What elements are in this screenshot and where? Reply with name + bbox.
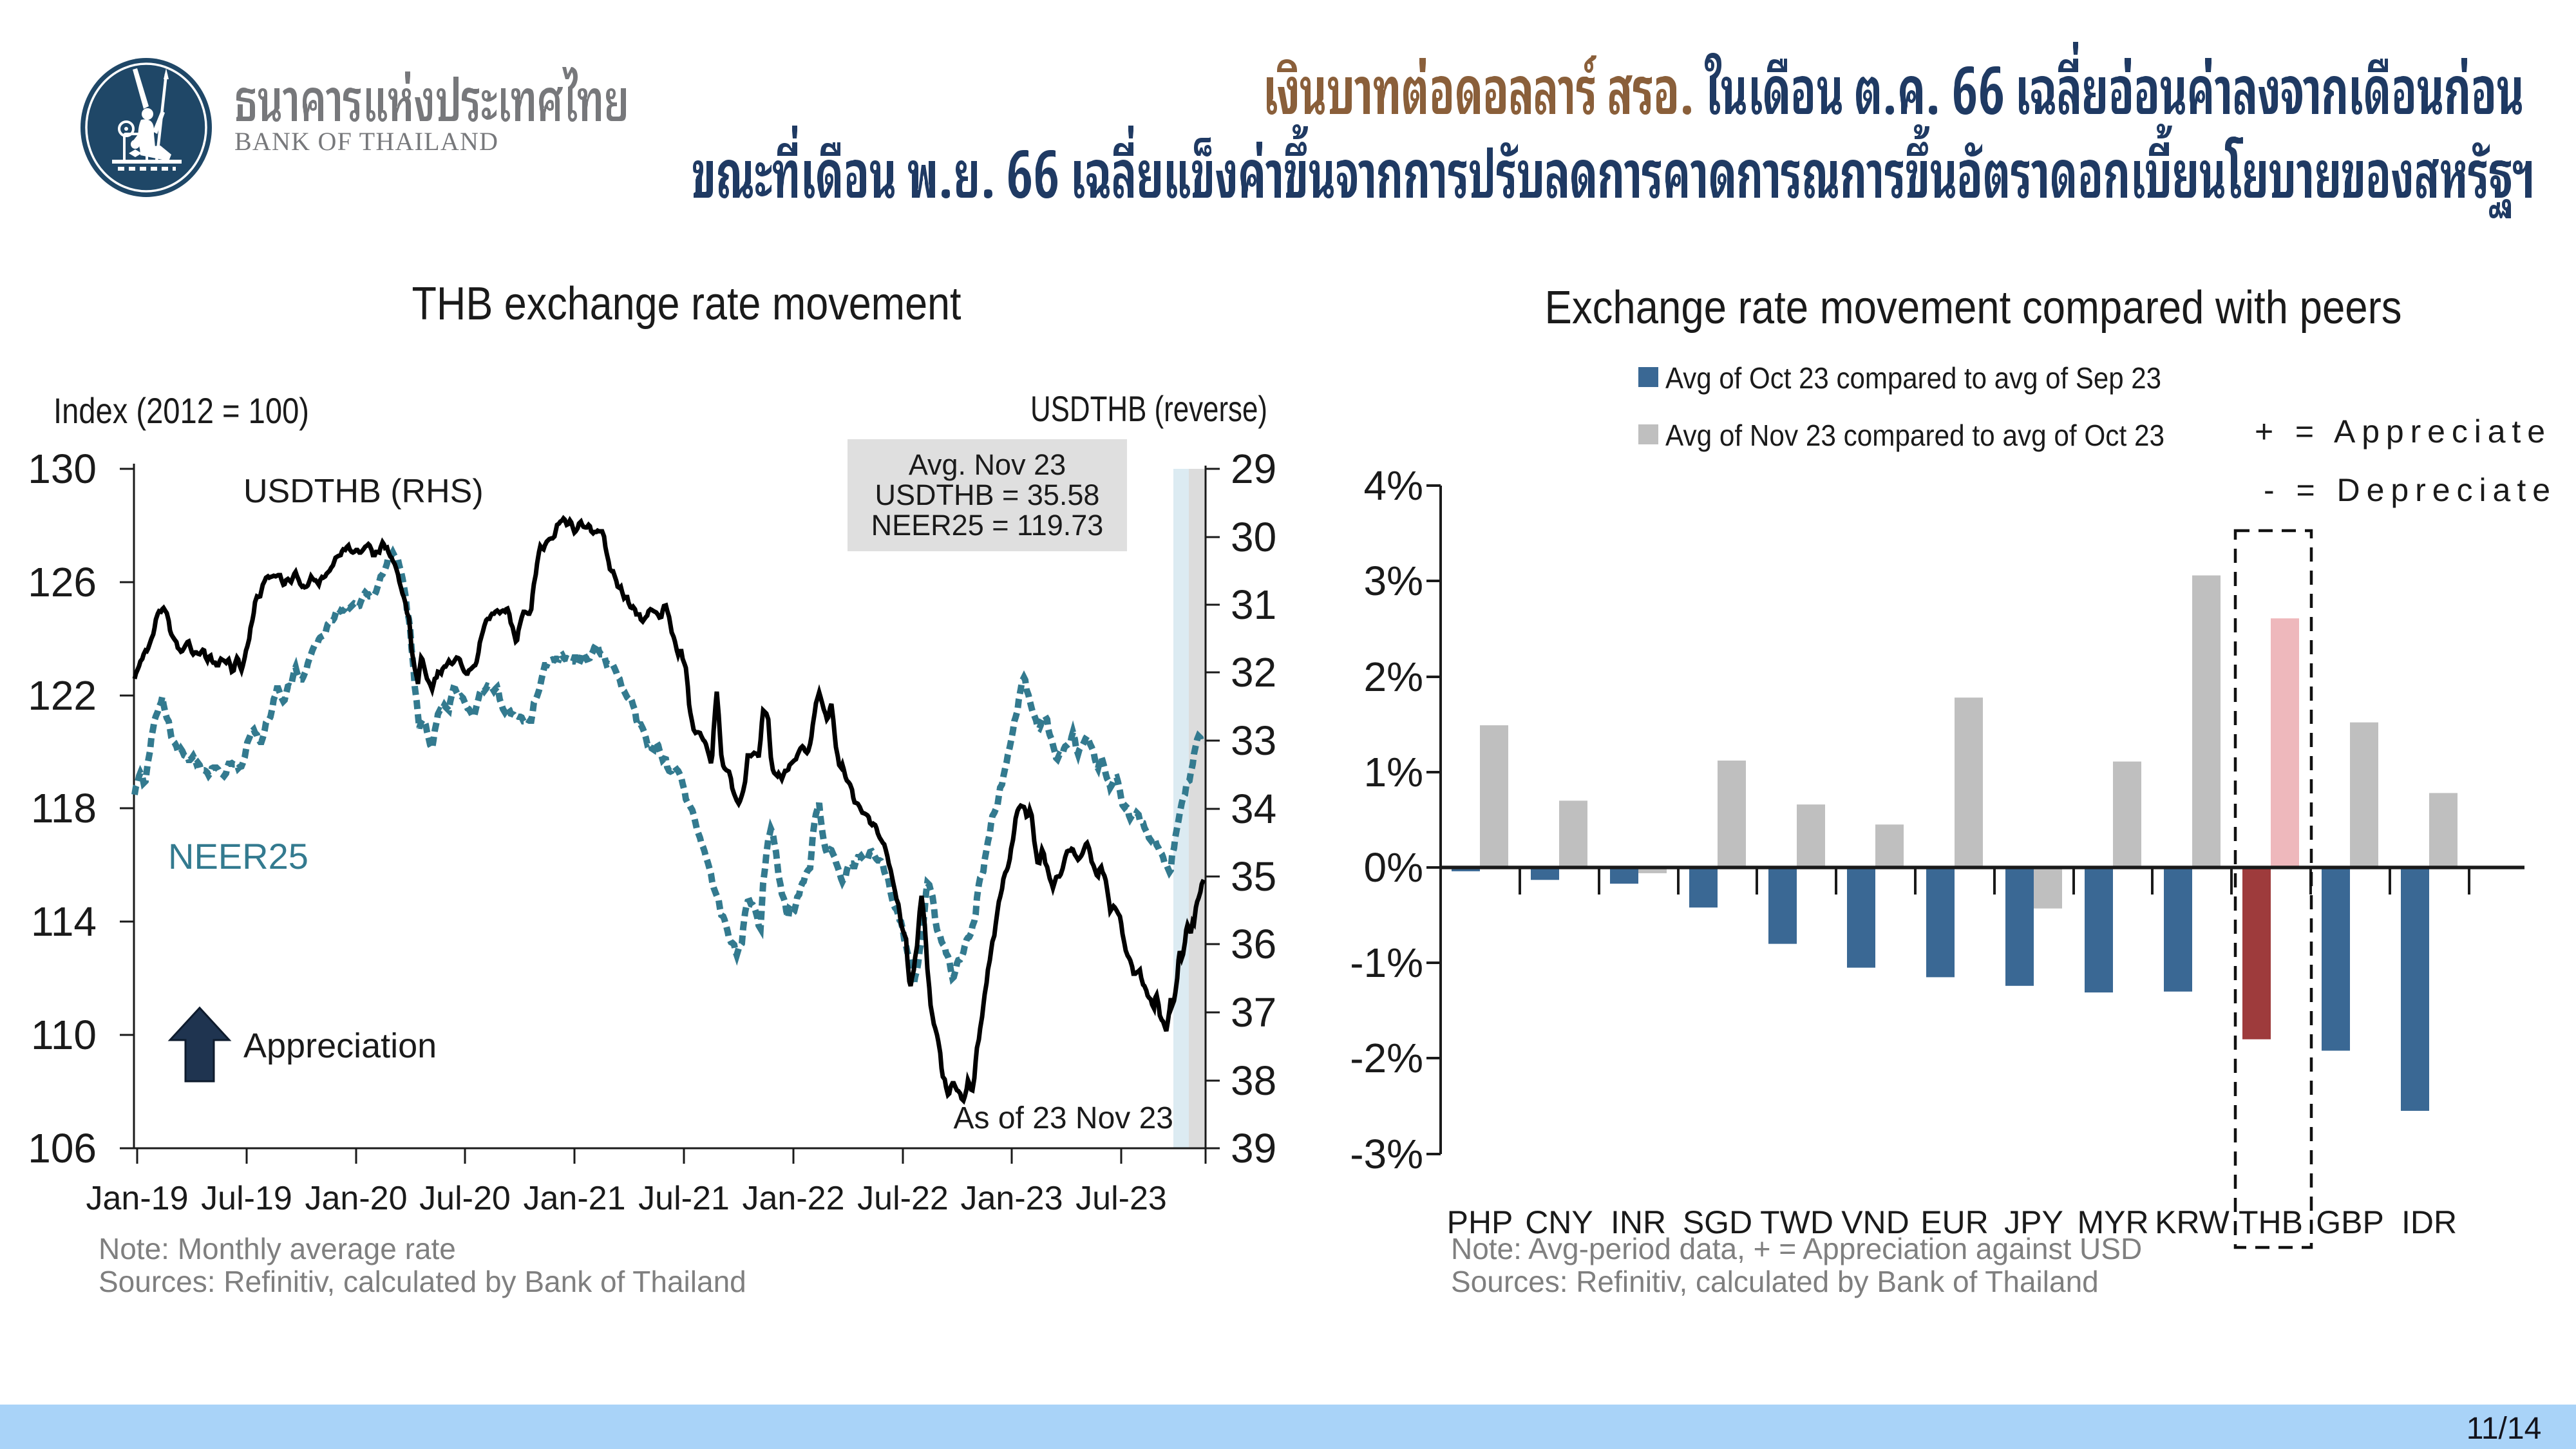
svg-text:INR: INR [1611, 1204, 1666, 1240]
svg-text:29: 29 [1231, 446, 1276, 492]
svg-text:Note: Monthly average rate: Note: Monthly average rate [99, 1232, 456, 1265]
svg-text:VND: VND [1841, 1204, 1909, 1240]
svg-text:NEER25 = 119.73: NEER25 = 119.73 [871, 509, 1104, 542]
svg-text:TWD: TWD [1760, 1204, 1833, 1240]
svg-text:THB: THB [2239, 1204, 2303, 1240]
svg-text:2%: 2% [1364, 654, 1424, 700]
svg-text:Jan-19: Jan-19 [86, 1180, 189, 1217]
svg-text:Jan-22: Jan-22 [743, 1180, 845, 1217]
svg-text:130: 130 [28, 446, 97, 492]
svg-text:0%: 0% [1364, 844, 1424, 891]
svg-text:35: 35 [1231, 853, 1276, 900]
svg-text:36: 36 [1231, 921, 1276, 967]
svg-text:118: 118 [31, 785, 97, 831]
svg-text:Jul-23: Jul-23 [1075, 1180, 1167, 1217]
svg-text:Jan-20: Jan-20 [305, 1180, 408, 1217]
svg-text:126: 126 [28, 559, 97, 605]
svg-text:37: 37 [1231, 989, 1276, 1036]
svg-text:Jan-23: Jan-23 [961, 1180, 1063, 1217]
svg-text:110: 110 [31, 1012, 97, 1058]
svg-text:122: 122 [28, 672, 97, 719]
svg-text:- = Depreciate: - = Depreciate [2264, 472, 2550, 508]
svg-text:Jul-21: Jul-21 [638, 1180, 730, 1217]
svg-text:USDTHB (reverse): USDTHB (reverse) [1030, 388, 1267, 429]
svg-text:Note: Avg-period data, + = App: Note: Avg-period data, + = Appreciation … [1451, 1232, 2142, 1265]
svg-text:NEER25: NEER25 [168, 836, 308, 876]
svg-text:EUR: EUR [1920, 1204, 1989, 1240]
svg-text:IDR: IDR [2401, 1204, 2457, 1240]
svg-text:34: 34 [1231, 786, 1276, 832]
svg-text:1%: 1% [1364, 749, 1424, 795]
svg-text:106: 106 [28, 1125, 97, 1171]
svg-text:Sources: Refinitiv, calculated: Sources: Refinitiv, calculated by Bank o… [1451, 1265, 2099, 1298]
svg-text:Jul-20: Jul-20 [419, 1180, 511, 1217]
svg-text:PHP: PHP [1447, 1204, 1513, 1240]
svg-text:11/14: 11/14 [2467, 1412, 2542, 1446]
svg-text:Sources: Refinitiv, calculated: Sources: Refinitiv, calculated by Bank o… [99, 1265, 746, 1298]
svg-text:MYR: MYR [2077, 1204, 2148, 1240]
svg-text:3%: 3% [1364, 558, 1424, 604]
svg-text:114: 114 [31, 898, 97, 945]
svg-text:THB exchange rate movement: THB exchange rate movement [412, 278, 961, 330]
svg-text:-1%: -1% [1350, 940, 1423, 986]
svg-text:Avg of Nov 23 compared to avg: Avg of Nov 23 compared to avg of Oct 23 [1665, 419, 2164, 452]
svg-text:30: 30 [1231, 514, 1276, 560]
svg-text:31: 31 [1231, 582, 1276, 628]
svg-text:4%: 4% [1364, 462, 1424, 509]
svg-text:38: 38 [1231, 1057, 1276, 1104]
svg-text:CNY: CNY [1525, 1204, 1593, 1240]
svg-text:USDTHB = 35.58: USDTHB = 35.58 [875, 478, 1100, 511]
svg-text:Exchange rate movement compare: Exchange rate movement compared with pee… [1545, 282, 2402, 334]
svg-text:33: 33 [1231, 717, 1276, 764]
svg-text:39: 39 [1231, 1125, 1276, 1171]
svg-text:Avg. Nov 23: Avg. Nov 23 [909, 448, 1066, 481]
svg-text:Jul-19: Jul-19 [201, 1180, 292, 1217]
svg-text:Jan-21: Jan-21 [524, 1180, 626, 1217]
svg-text:JPY: JPY [2004, 1204, 2063, 1240]
svg-text:Avg of Oct 23 compared to avg: Avg of Oct 23 compared to avg of Sep 23 [1665, 361, 2161, 395]
svg-text:USDTHB (RHS): USDTHB (RHS) [243, 473, 484, 510]
svg-text:Appreciation: Appreciation [243, 1027, 437, 1065]
svg-text:KRW: KRW [2155, 1204, 2230, 1240]
svg-text:-2%: -2% [1350, 1035, 1423, 1081]
svg-text:32: 32 [1231, 649, 1276, 696]
svg-text:SGD: SGD [1683, 1204, 1752, 1240]
svg-text:Index (2012 = 100): Index (2012 = 100) [53, 390, 309, 431]
svg-text:As of 23 Nov 23: As of 23 Nov 23 [953, 1101, 1173, 1135]
svg-text:Jul-22: Jul-22 [857, 1180, 949, 1217]
svg-text:GBP: GBP [2316, 1204, 2384, 1240]
svg-text:+ = Appreciate: + = Appreciate [2255, 413, 2545, 450]
svg-text:BANK OF THAILAND: BANK OF THAILAND [234, 127, 498, 156]
svg-text:-3%: -3% [1350, 1131, 1423, 1177]
